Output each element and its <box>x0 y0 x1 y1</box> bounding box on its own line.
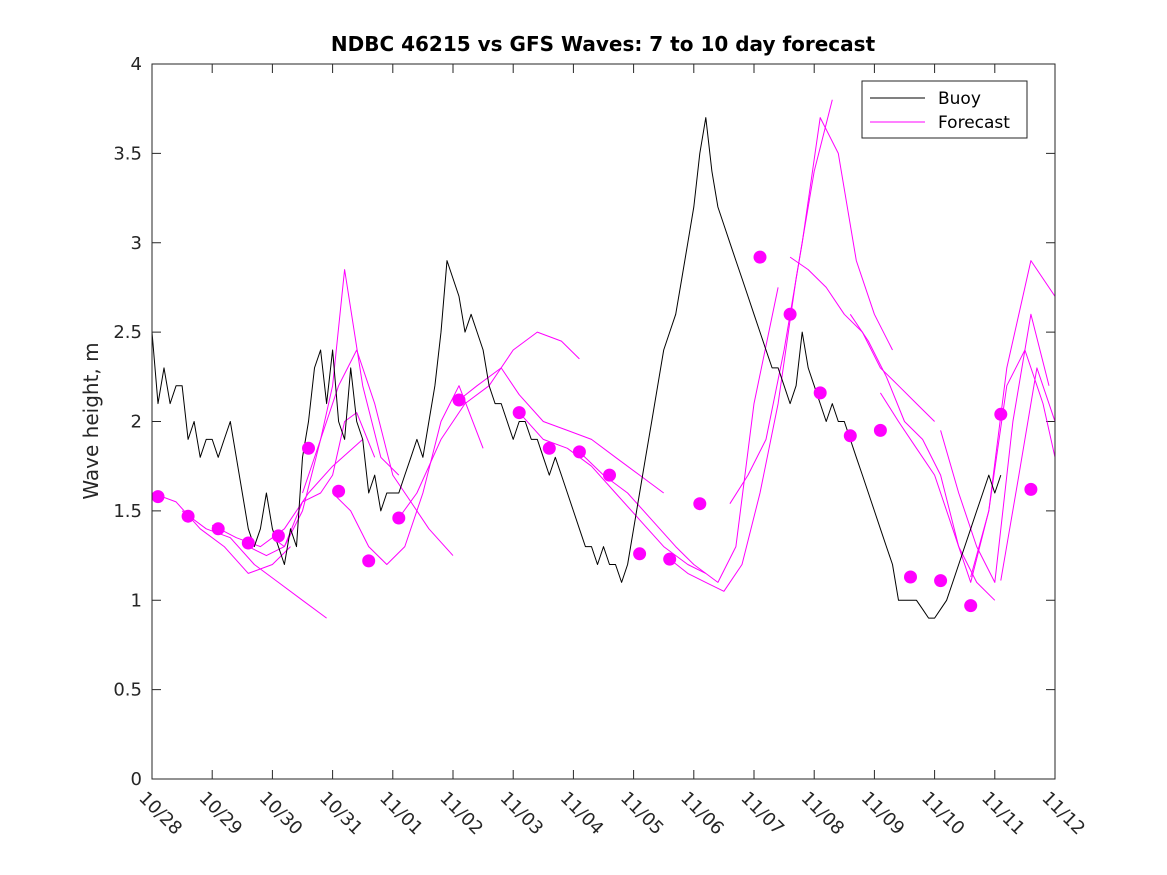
y-axis-title: Wave height, m <box>79 342 103 499</box>
legend-forecast-label: Forecast <box>938 113 1010 133</box>
y-tick-label: 1 <box>131 590 142 611</box>
forecast-point <box>241 536 255 550</box>
forecast-point <box>813 386 827 400</box>
forecast-point <box>934 574 948 588</box>
forecast-point <box>392 511 406 525</box>
forecast-point <box>1024 482 1038 496</box>
plot-area <box>152 64 1055 779</box>
forecast-series-line <box>849 314 996 601</box>
forecast-series-line <box>302 349 454 556</box>
forecast-point <box>603 468 616 482</box>
legend-buoy-label: Buoy <box>938 89 981 109</box>
forecast-point <box>904 570 917 584</box>
forecast-point <box>542 441 556 455</box>
forecast-series-line <box>458 367 664 494</box>
chart-title: NDBC 46215 vs GFS Waves: 7 to 10 day for… <box>331 32 876 56</box>
forecast-point <box>633 547 647 561</box>
forecast-point <box>663 552 677 566</box>
forecast-point <box>964 599 978 613</box>
forecast-series-line <box>729 117 893 504</box>
forecast-series-line <box>181 510 327 619</box>
forecast-series-line <box>940 313 1050 583</box>
forecast-point <box>362 554 376 568</box>
forecast-point <box>211 522 225 536</box>
forecast-series-line <box>970 349 1055 578</box>
y-tick-label: 3.5 <box>113 143 142 164</box>
forecast-series-line <box>272 269 400 548</box>
forecast-point <box>151 490 165 504</box>
plot-frame <box>151 63 1056 780</box>
y-tick-label: 2.5 <box>113 322 142 343</box>
forecast-point <box>181 509 195 523</box>
y-tick-label: 4 <box>131 54 142 75</box>
forecast-series-line <box>248 412 376 557</box>
forecast-point <box>783 307 797 321</box>
y-tick-label: 2 <box>131 412 142 433</box>
y-tick-label: 3 <box>131 233 142 254</box>
forecast-point <box>843 429 857 443</box>
series-layer <box>152 99 1055 619</box>
forecast-point <box>332 484 346 498</box>
legend: Buoy Forecast <box>861 80 1028 139</box>
forecast-series-line <box>152 492 291 574</box>
forecast-point <box>271 529 285 543</box>
forecast-point <box>572 445 586 459</box>
forecast-point <box>873 423 887 437</box>
forecast-series-line <box>1000 367 1055 581</box>
forecast-point <box>994 407 1008 421</box>
legend-box <box>861 80 1028 139</box>
forecast-points-layer <box>151 250 1038 613</box>
forecast-series-line <box>579 287 779 583</box>
buoy-series-line <box>152 117 1002 619</box>
forecast-point <box>302 441 315 455</box>
y-tick-label: 0 <box>131 769 142 790</box>
forecast-point <box>753 250 767 264</box>
y-tick-label: 1.5 <box>113 501 142 522</box>
y-tick-label: 0.5 <box>113 680 142 701</box>
forecast-point <box>693 497 707 511</box>
y-axis: 0 0.5 1 1.5 2 2.5 3 3.5 4 <box>113 54 1055 790</box>
forecast-point <box>512 406 526 420</box>
forecast-point <box>452 393 466 407</box>
forecast-series-line <box>211 439 364 548</box>
